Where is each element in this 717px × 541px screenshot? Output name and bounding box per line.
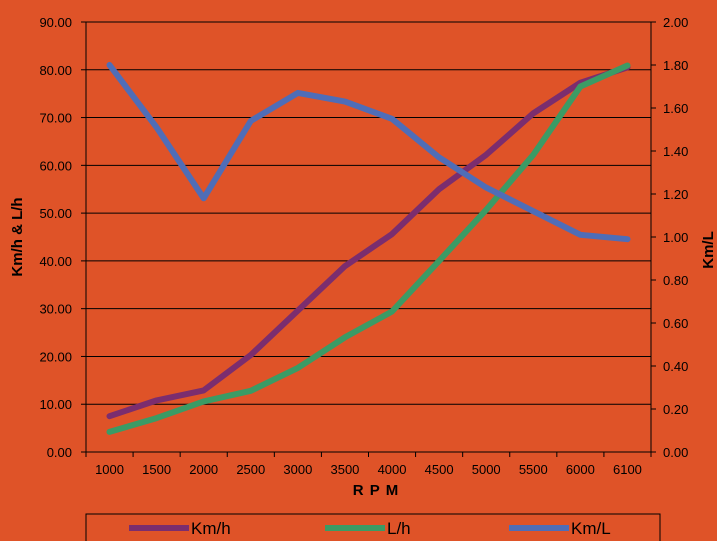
y-left-tick-label: 10.00 [39, 397, 72, 412]
x-tick-label: 2500 [236, 462, 265, 477]
x-tick-label: 3000 [283, 462, 312, 477]
y-right-tick-label: 1.20 [663, 187, 688, 202]
y-right-tick-label: 0.60 [663, 316, 688, 331]
y-left-tick-label: 30.00 [39, 302, 72, 317]
y-left-tick-label: 0.00 [47, 445, 72, 460]
y-left-tick-label: 60.00 [39, 158, 72, 173]
x-tick-label: 5500 [519, 462, 548, 477]
left-axis-tick-labels: 0.00 10.00 20.00 30.00 40.00 50.00 60.00 70.00 8… [39, 15, 86, 460]
y-left-tick-label: 70.00 [39, 111, 72, 126]
y-right-tick-label: 1.40 [663, 144, 688, 159]
y-right-tick-label: 0.20 [663, 402, 688, 417]
x-tick-label: 1000 [95, 462, 124, 477]
y-left-tick-label: 90.00 [39, 15, 72, 30]
legend-label-km-l: Km/L [571, 519, 611, 538]
y-right-tick-label: 0.80 [663, 273, 688, 288]
y-left-tick-label: 40.00 [39, 254, 72, 269]
x-tick-label: 5000 [472, 462, 501, 477]
plot-area [86, 22, 651, 452]
y-axis-left-title: Km/h & L/h [9, 197, 26, 276]
x-axis-tick-labels: 1000 1500 2000 2500 3000 3500 4000 4500 5000 5500… [85, 452, 652, 477]
x-tick-label: 6000 [566, 462, 595, 477]
series-line-km-h [106, 64, 631, 420]
y-right-tick-label: 1.60 [663, 101, 688, 116]
y-right-tick-label: 2.00 [663, 15, 688, 30]
y-right-tick-label: 0.00 [663, 445, 688, 460]
x-axis-title: R P M [353, 482, 399, 499]
x-tick-label: 6100 [613, 462, 642, 477]
series-line-l-h [106, 62, 631, 435]
y-axis-right-title: Km/L [700, 231, 717, 269]
y-left-tick-label: 20.00 [39, 349, 72, 364]
legend-label-km-h: Km/h [191, 519, 231, 538]
y-left-tick-label: 50.00 [39, 206, 72, 221]
x-tick-label: 4500 [425, 462, 454, 477]
y-right-tick-label: 1.00 [663, 230, 688, 245]
x-tick-label: 1500 [142, 462, 171, 477]
legend: Km/h L/h Km/L [85, 513, 661, 541]
x-tick-label: 2000 [189, 462, 218, 477]
y-right-tick-label: 0.40 [663, 359, 688, 374]
series-line-km-l [106, 62, 631, 243]
y-left-tick-label: 80.00 [39, 63, 72, 78]
right-axis-tick-labels: 0.00 0.20 0.40 0.60 0.80 1.00 1.20 1.40 1.60 1.80… [651, 15, 688, 460]
series-lines [106, 62, 631, 435]
legend-label-l-h: L/h [387, 519, 411, 538]
x-tick-label: 3500 [330, 462, 359, 477]
x-tick-label: 4000 [378, 462, 407, 477]
y-right-tick-label: 1.80 [663, 58, 688, 73]
